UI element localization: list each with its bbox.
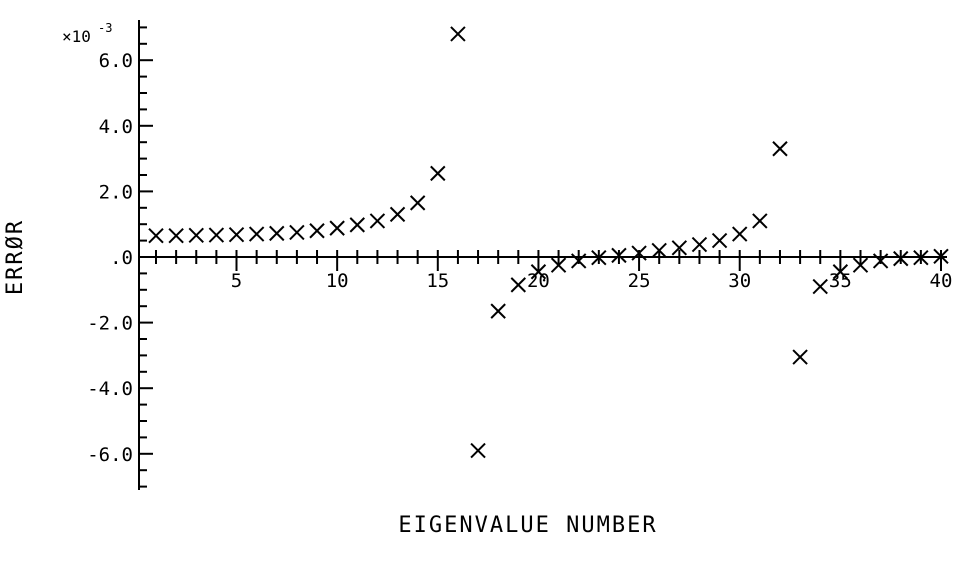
x-tick-label: 15: [426, 270, 449, 292]
data-point: [148, 227, 164, 244]
y-tick-label: 4.0: [99, 116, 133, 138]
data-point: [832, 264, 849, 280]
data-point: [530, 264, 547, 280]
x-tick-label: 10: [326, 270, 349, 292]
y-tick-label: -6.0: [87, 444, 133, 466]
data-point: [591, 249, 607, 266]
data-point: [349, 217, 365, 233]
data-point: [732, 226, 748, 242]
data-point: [631, 245, 647, 261]
y-scale-factor: ×10: [62, 27, 91, 46]
data-point: [792, 349, 808, 365]
x-tick-label: 35: [829, 270, 852, 292]
data-point: [671, 240, 688, 256]
data-point: [289, 224, 305, 241]
y-tick-label: -4.0: [87, 378, 133, 400]
x-axis: 5 10 15 20 25 30 35 40: [139, 250, 952, 292]
data-point: [490, 303, 506, 319]
data-point: [510, 277, 527, 293]
data-point: [188, 227, 204, 244]
data-point: [470, 442, 486, 459]
y-tick-label: -2.0: [87, 313, 133, 335]
data-point: [893, 250, 909, 267]
y-tick-label: .0: [110, 247, 133, 269]
x-tick-label: 20: [527, 270, 550, 292]
data-point: [168, 227, 184, 244]
y-axis-title: ERRØR: [3, 219, 28, 295]
data-point: [872, 253, 889, 269]
data-point: [430, 165, 446, 182]
data-point: [248, 226, 265, 242]
x-tick-label: 40: [930, 270, 953, 292]
data-point: [389, 206, 406, 223]
data-point: [329, 220, 345, 236]
data-point: [550, 257, 567, 273]
data-point: [450, 26, 466, 42]
data-point: [933, 248, 949, 265]
data-point: [691, 236, 708, 253]
x-tick-label: 30: [728, 270, 751, 292]
data-point: [228, 226, 245, 243]
data-point: [852, 257, 869, 273]
data-point: [913, 249, 929, 266]
data-point: [772, 141, 788, 157]
data-point: [611, 247, 627, 264]
y-axis: 6.0 4.0 2.0 .0 -2.0 -4.0 -6.0: [87, 20, 153, 490]
data-point: [369, 213, 386, 229]
y-scale-exponent: -3: [98, 21, 112, 35]
data-point: [812, 278, 828, 295]
data-point: [208, 227, 225, 243]
y-tick-label: 2.0: [99, 181, 133, 203]
y-tick-label: 6.0: [99, 50, 133, 72]
x-tick-label: 25: [628, 270, 651, 292]
x-axis-title: EIGENVALUE NUMBER: [398, 513, 657, 538]
data-point: [752, 213, 768, 229]
data-point: [309, 223, 325, 239]
data-point: [651, 242, 667, 259]
data-point: [409, 195, 426, 211]
data-points: [148, 26, 949, 459]
data-point: [570, 253, 587, 269]
data-point: [711, 232, 728, 249]
x-tick-label: 5: [231, 270, 242, 292]
data-point: [269, 225, 285, 242]
